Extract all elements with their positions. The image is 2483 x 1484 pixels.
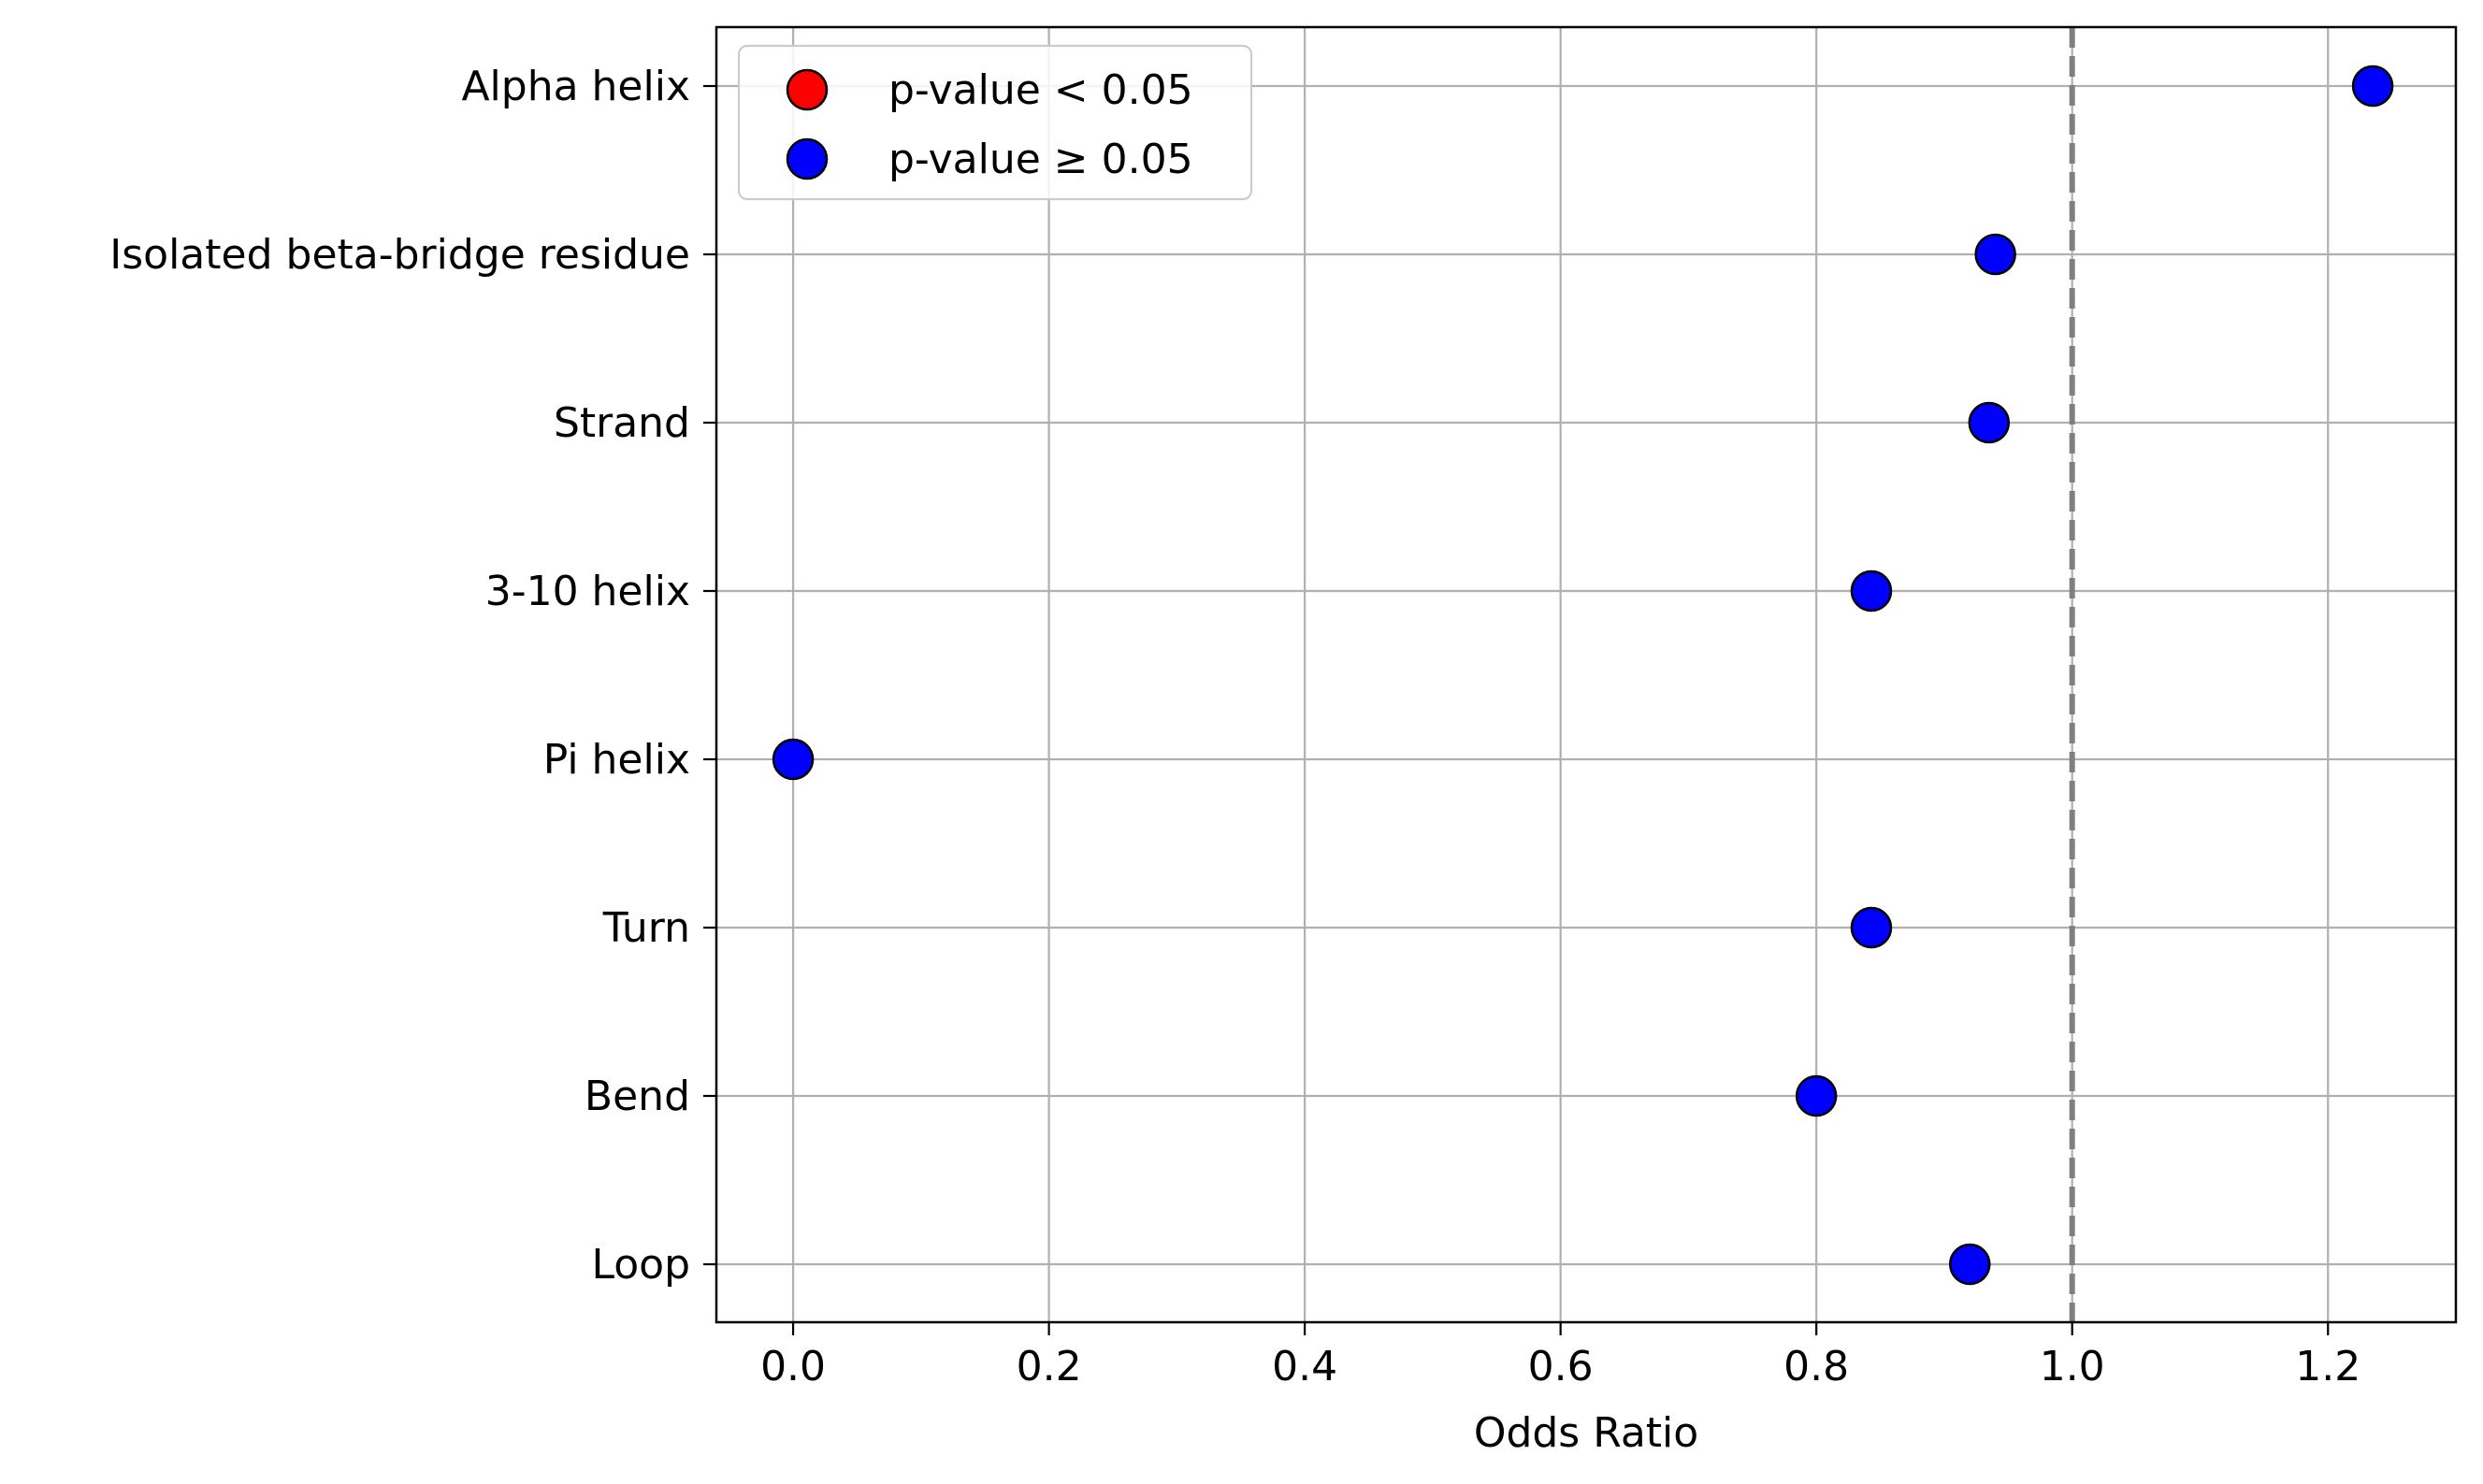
x-tick-label: 0.0 [760,1343,826,1390]
legend: p-value < 0.05 p-value ≥ 0.05 [737,44,1253,201]
y-tick-label: Alpha helix [461,63,690,110]
y-tick-label: Loop [591,1241,690,1289]
legend-marker [786,68,829,111]
y-tick-label: 3-10 helix [485,568,690,615]
x-tick-label: 0.8 [1783,1343,1849,1390]
axis-ticks: 0.0 0.2 0.4 0.6 0.8 1.0 1.2 Alpha helix Isolated… [109,63,2360,1390]
data-point [1795,1074,1838,1117]
legend-label: p-value < 0.05 [888,66,1193,114]
x-tick-label: 0.4 [1272,1343,1337,1390]
data-points [772,65,2394,1286]
x-tick-label: 1.2 [2295,1343,2360,1390]
data-point [2351,65,2394,108]
x-tick-label: 0.2 [1017,1343,1082,1390]
axes-frame [715,25,2458,1324]
data-point [1850,906,1893,949]
data-point [772,738,815,781]
y-tick-label: Strand [554,399,690,447]
data-point [1949,1243,1991,1286]
y-tick-label: Isolated beta-bridge residue [109,231,690,279]
legend-marker [786,137,829,180]
legend-box [737,44,1253,201]
data-point [1850,569,1893,612]
x-tick-label: 1.0 [2040,1343,2105,1390]
y-tick-label: Turn [602,904,690,952]
data-point [1968,401,2011,444]
x-axis-title: Odds Ratio [1474,1409,1698,1457]
y-tick-label: Bend [585,1073,690,1120]
legend-label: p-value ≥ 0.05 [888,136,1193,183]
data-point [1974,233,2016,276]
y-tick-label: Pi helix [543,736,690,784]
x-tick-label: 0.6 [1528,1343,1594,1390]
